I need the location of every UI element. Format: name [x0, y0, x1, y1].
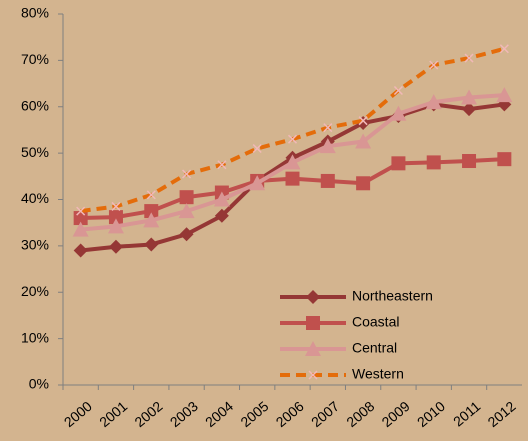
- marker: [497, 152, 512, 167]
- marker: [425, 94, 442, 110]
- marker: [111, 201, 121, 211]
- marker: [284, 154, 301, 170]
- marker: [72, 221, 89, 237]
- marker: [426, 155, 441, 170]
- marker: [179, 227, 194, 242]
- y-tick-label: 30%: [21, 237, 49, 253]
- marker: [429, 60, 439, 70]
- marker: [108, 239, 123, 254]
- marker: [462, 102, 477, 117]
- marker: [108, 210, 123, 225]
- marker: [461, 89, 478, 105]
- marker: [73, 243, 88, 258]
- y-tick-label: 70%: [21, 51, 49, 67]
- marker: [355, 133, 372, 149]
- marker: [356, 176, 371, 191]
- marker: [499, 44, 509, 54]
- marker: [464, 53, 474, 63]
- marker: [287, 134, 298, 144]
- marker: [107, 218, 124, 234]
- y-tick-label: 40%: [21, 190, 49, 206]
- marker: [146, 190, 156, 200]
- marker: [213, 191, 230, 207]
- y-tick-label: 50%: [21, 144, 49, 160]
- marker: [249, 175, 266, 191]
- y-tick-label: 10%: [21, 329, 49, 345]
- marker: [252, 143, 262, 154]
- legend-marker: [306, 290, 320, 304]
- y-tick-label: 0%: [29, 376, 49, 392]
- legend-label: Central: [352, 340, 397, 356]
- marker: [393, 85, 403, 96]
- marker: [323, 123, 333, 133]
- marker: [319, 138, 336, 154]
- marker: [179, 190, 194, 205]
- marker: [143, 212, 160, 228]
- marker: [358, 116, 368, 126]
- y-tick-label: 20%: [21, 283, 49, 299]
- legend-label: Western: [352, 366, 404, 382]
- y-tick-label: 60%: [21, 97, 49, 113]
- legend-marker: [308, 370, 318, 380]
- marker: [214, 208, 229, 223]
- marker: [390, 105, 407, 121]
- marker: [178, 203, 195, 219]
- marker: [285, 171, 300, 186]
- marker: [217, 160, 227, 170]
- y-tick-label: 80%: [21, 5, 49, 21]
- legend-label: Northeastern: [352, 288, 433, 304]
- legend-marker: [305, 341, 321, 356]
- marker: [144, 204, 159, 219]
- marker: [76, 206, 86, 216]
- marker: [182, 169, 192, 179]
- legend-label: Coastal: [352, 314, 399, 330]
- marker: [496, 87, 513, 103]
- legend-marker: [306, 316, 320, 330]
- marker: [144, 237, 159, 252]
- marker: [320, 173, 335, 188]
- marker: [391, 156, 406, 171]
- marker: [462, 154, 477, 169]
